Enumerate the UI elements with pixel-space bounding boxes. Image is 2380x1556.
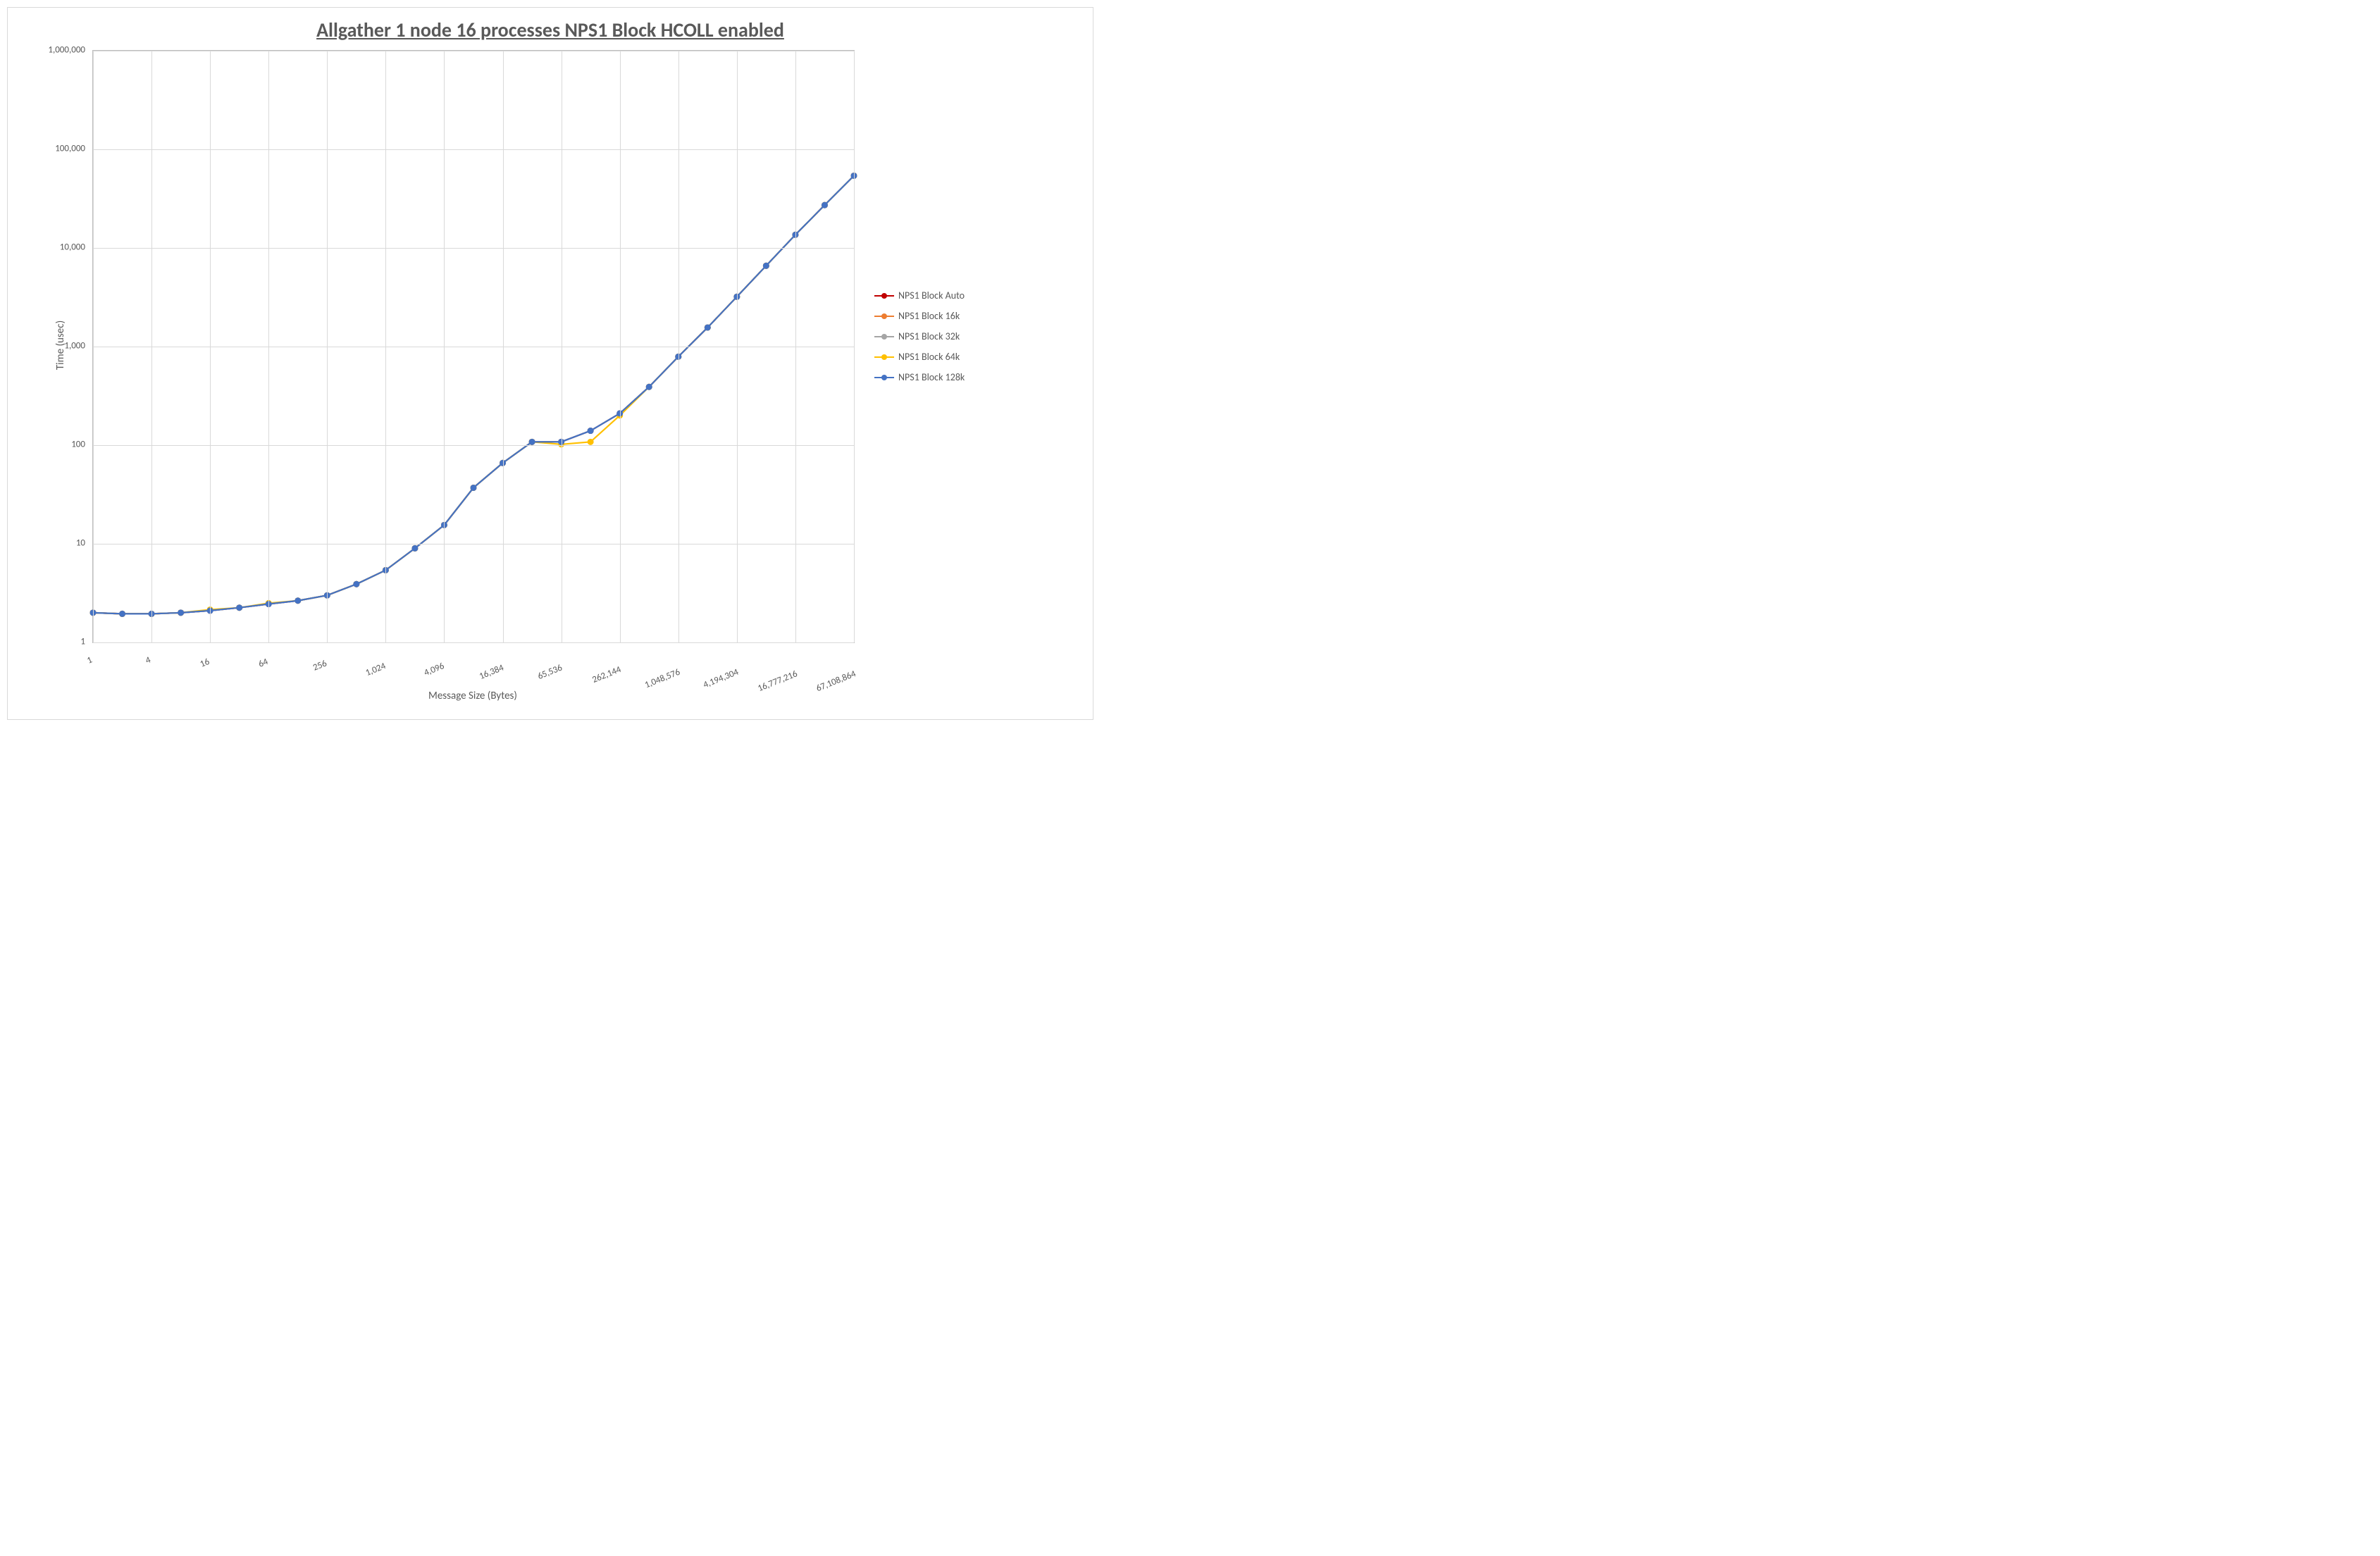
plot-area — [92, 50, 855, 643]
series-marker — [588, 439, 594, 445]
gridline-h — [93, 642, 854, 643]
legend-swatch — [874, 316, 894, 317]
series-marker — [763, 263, 769, 269]
x-tick-label: 4,194,304 — [702, 667, 740, 691]
x-tick-label: 16,384 — [478, 663, 505, 682]
series-line — [93, 175, 854, 614]
gridline-h — [93, 248, 854, 249]
x-tick-label: 262,144 — [590, 664, 622, 685]
series-marker — [471, 485, 477, 491]
series-marker — [411, 545, 418, 552]
y-tick-label: 1,000,000 — [36, 45, 85, 56]
legend-label: NPS1 Block 128k — [898, 371, 965, 383]
series-line — [93, 175, 854, 614]
legend-item: NPS1 Block Auto — [874, 290, 965, 301]
x-tick-label: 16 — [199, 656, 211, 670]
legend-swatch — [874, 356, 894, 358]
series-marker — [178, 609, 184, 616]
y-tick-label: 100 — [36, 440, 85, 450]
series-marker — [353, 581, 359, 587]
legend-item: NPS1 Block 32k — [874, 330, 965, 342]
x-tick-label: 1 — [85, 654, 94, 666]
series-marker — [705, 324, 711, 330]
series-line — [93, 175, 854, 614]
legend-label: NPS1 Block 64k — [898, 351, 960, 363]
series-marker — [119, 611, 125, 617]
legend-swatch — [874, 336, 894, 337]
y-tick-label: 1 — [36, 637, 85, 647]
gridline-v — [854, 51, 855, 642]
x-tick-label: 4,096 — [423, 661, 446, 678]
series-marker — [529, 439, 535, 445]
x-tick-label: 4 — [144, 654, 152, 666]
chart-title: Allgather 1 node 16 processes NPS1 Block… — [8, 18, 1093, 42]
gridline-h — [93, 149, 854, 150]
legend: NPS1 Block Auto NPS1 Block 16k NPS1 Block … — [874, 290, 965, 392]
series-marker — [236, 604, 242, 611]
x-axis-title: Message Size (Bytes) — [92, 690, 853, 702]
series-marker — [588, 428, 594, 434]
x-tick-label: 64 — [257, 656, 270, 670]
y-tick-label: 10,000 — [36, 242, 85, 253]
gridline-h — [93, 445, 854, 446]
legend-swatch — [874, 295, 894, 297]
legend-label: NPS1 Block Auto — [898, 290, 965, 301]
y-tick-label: 1,000 — [36, 341, 85, 351]
series-line — [93, 175, 854, 614]
legend-label: NPS1 Block 16k — [898, 310, 960, 322]
series-line — [93, 175, 854, 614]
legend-item: NPS1 Block 64k — [874, 351, 965, 363]
series-marker — [295, 597, 301, 604]
x-tick-label: 256 — [311, 658, 328, 673]
x-tick-label: 1,024 — [364, 661, 388, 678]
legend-label: NPS1 Block 32k — [898, 330, 960, 342]
series-marker — [646, 384, 652, 390]
chart-container: Allgather 1 node 16 processes NPS1 Block… — [7, 7, 1093, 720]
y-tick-label: 10 — [36, 538, 85, 549]
legend-item: NPS1 Block 16k — [874, 310, 965, 322]
x-tick-label: 1,048,576 — [643, 667, 681, 691]
legend-item: NPS1 Block 128k — [874, 371, 965, 383]
x-tick-label: 65,536 — [536, 663, 564, 682]
series-marker — [822, 202, 828, 208]
y-tick-label: 100,000 — [36, 144, 85, 154]
legend-swatch — [874, 377, 894, 378]
